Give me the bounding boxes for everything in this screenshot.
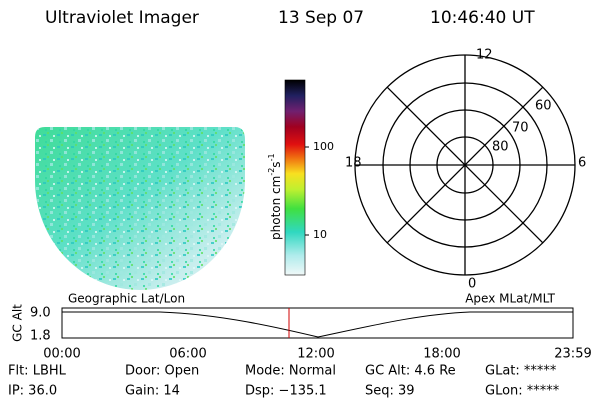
colorbar-tick-label: 100 [313, 140, 334, 153]
x-tick-label: 06:00 [169, 347, 206, 362]
info-field: GLon: ***** [485, 384, 560, 399]
info-field: Door: Open [125, 364, 199, 379]
info-field: IP: 36.0 [8, 384, 57, 399]
label-part: -2 [267, 168, 276, 176]
polar-label: 12 [476, 48, 493, 63]
polar-label: 6 [578, 156, 586, 171]
y-label: GC Alt [11, 304, 25, 342]
x-tick-label: 12:00 [297, 347, 334, 362]
x-tick-label: 18:00 [423, 347, 460, 362]
altitude-curve [62, 311, 573, 338]
polar-label: 60 [535, 99, 552, 114]
info-field: GC Alt: 4.6 Re [365, 364, 456, 379]
label-part: -1 [267, 153, 276, 161]
uv-image [35, 127, 245, 290]
info-field: Gain: 14 [125, 384, 180, 399]
polar-grid [354, 54, 576, 276]
colorbar [284, 79, 306, 276]
colorbar-label: photon cm-2s-1 [267, 153, 283, 240]
timeline-title: Geographic Lat/Lon [68, 292, 185, 306]
timeline-title: Apex MLat/MLT [465, 292, 555, 306]
info-field: GLat: ***** [485, 364, 557, 379]
polar-label: 80 [492, 140, 509, 155]
label-part: photon cm [269, 176, 283, 240]
instrument: Ultraviolet Imager [45, 8, 199, 28]
polar-label: 0 [468, 277, 476, 292]
time: 10:46:40 UT [430, 8, 535, 28]
y-tick-label: 1.8 [30, 329, 51, 344]
info-field: Dsp: −135.1 [245, 384, 327, 399]
info-field: Seq: 39 [365, 384, 415, 399]
x-tick-label: 23:59 [554, 347, 591, 362]
info-field: Flt: LBHL [8, 364, 67, 379]
colorbar-tick-label: 10 [313, 228, 327, 241]
polar-label: 70 [512, 121, 529, 136]
timeline-frame [61, 307, 574, 339]
polar-label: 18 [345, 156, 362, 171]
info-field: Mode: Normal [245, 364, 336, 379]
y-tick-label: 9.0 [30, 306, 51, 321]
date: 13 Sep 07 [278, 8, 364, 28]
info: Flt: LBHL Door: Open Mode: Normal GC Alt: 4… [8, 364, 560, 399]
label-part: s [269, 161, 283, 167]
x-tick-label: 00:00 [43, 347, 80, 362]
